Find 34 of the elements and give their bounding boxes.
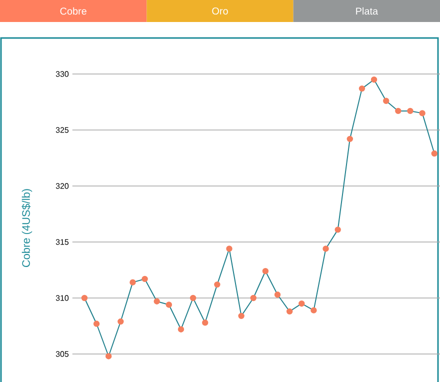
text: Plata	[356, 7, 378, 15]
point	[250, 294, 256, 302]
point	[322, 246, 329, 252]
point	[310, 307, 317, 314]
point	[262, 268, 269, 274]
point	[81, 294, 88, 302]
point	[238, 312, 244, 320]
point	[419, 110, 426, 116]
point	[105, 353, 112, 360]
point	[178, 326, 184, 332]
point	[166, 302, 172, 308]
point	[154, 298, 160, 304]
point	[130, 279, 136, 286]
point	[226, 246, 232, 252]
point	[346, 136, 354, 142]
text: Oro	[212, 7, 228, 15]
point	[93, 320, 100, 327]
point	[407, 108, 414, 114]
point	[431, 150, 438, 157]
point	[286, 308, 293, 315]
point	[395, 108, 402, 114]
point	[118, 318, 124, 325]
point	[358, 85, 366, 92]
text: Cobre	[60, 7, 86, 15]
point	[334, 226, 341, 233]
point	[202, 320, 208, 326]
y-axis-title: Cobre (4US$/lb)	[22, 189, 32, 268]
point	[298, 300, 305, 307]
point	[190, 294, 196, 302]
point	[142, 276, 148, 282]
point	[274, 292, 281, 298]
point	[370, 76, 378, 83]
point	[214, 281, 220, 288]
point	[383, 98, 390, 104]
